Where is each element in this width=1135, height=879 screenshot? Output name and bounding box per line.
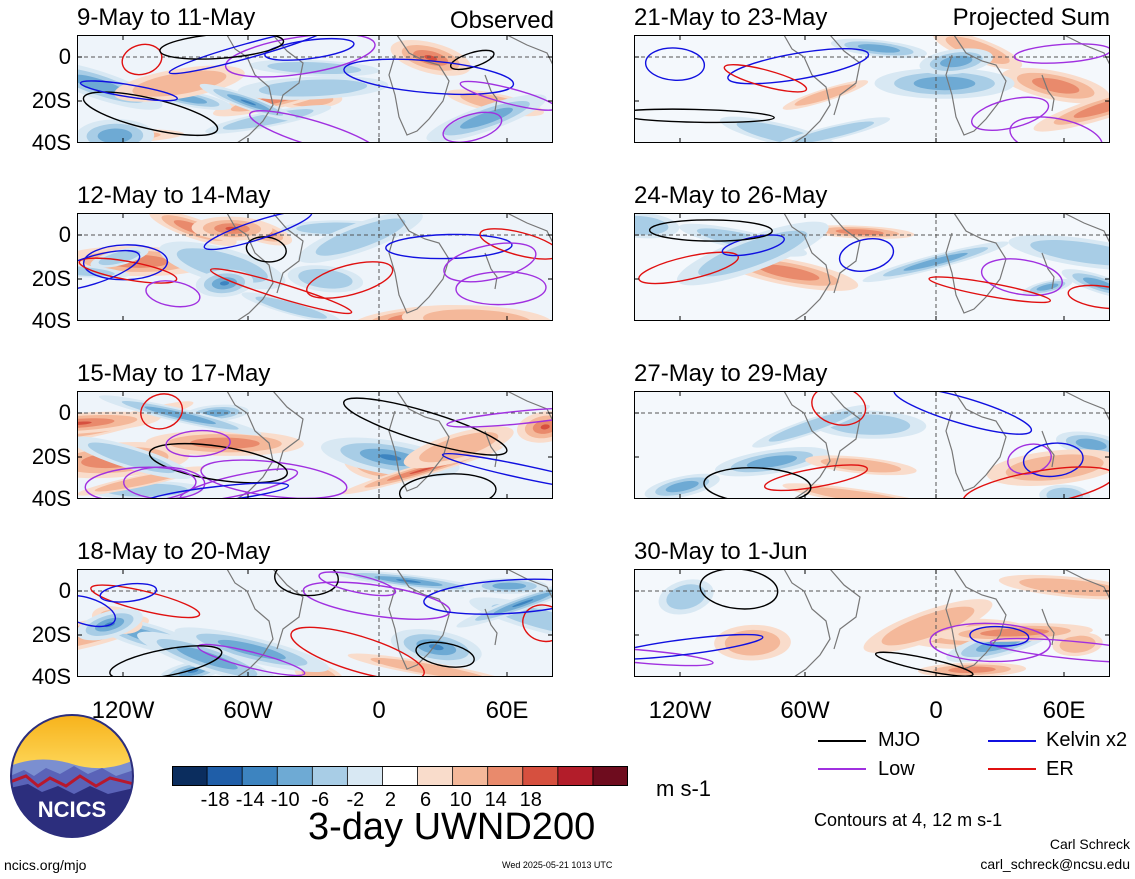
footer-email[interactable]: carl_schreck@ncsu.edu bbox=[980, 856, 1130, 872]
y-tick-label: 40S bbox=[31, 664, 71, 689]
legend-low-line bbox=[818, 768, 866, 770]
colorbar-box bbox=[172, 766, 208, 786]
y-tick-label: 20S bbox=[31, 622, 71, 647]
y-tick-label: 20S bbox=[31, 266, 71, 291]
colorbar-tick-label: -2 bbox=[346, 789, 365, 811]
legend-kelvin-label: Kelvin x2 bbox=[1046, 729, 1128, 751]
panel-title: 27-May to 29-May bbox=[634, 360, 828, 387]
colorbar-box bbox=[346, 766, 384, 786]
colorbar-tick-label: -6 bbox=[311, 789, 330, 811]
y-tick-label: 0 bbox=[58, 222, 71, 247]
x-tick-label: 60E bbox=[1042, 697, 1086, 724]
colorbar-box bbox=[592, 766, 628, 786]
legend-mjo-label: MJO bbox=[878, 729, 921, 751]
colorbar-box bbox=[557, 766, 594, 786]
panel-title: 9-May to 11-May bbox=[77, 4, 256, 31]
ncics-logo: NCICS bbox=[10, 714, 134, 838]
legend-kelvin-line bbox=[988, 740, 1036, 742]
colorbar-box bbox=[452, 766, 489, 786]
x-tick-label: 0 bbox=[929, 697, 943, 724]
colorbar-box bbox=[206, 766, 244, 786]
y-tick-label: 0 bbox=[58, 578, 71, 603]
y-tick-label: 20S bbox=[31, 444, 71, 469]
observed-label: Observed bbox=[449, 7, 554, 34]
map-panel bbox=[634, 213, 1110, 321]
colorbar-box bbox=[276, 766, 314, 786]
y-tick-label: 40S bbox=[31, 486, 71, 511]
map-panel bbox=[77, 213, 553, 321]
map-panel bbox=[634, 391, 1110, 499]
map-panel bbox=[77, 35, 553, 143]
figure-title: 3-day UWND200 bbox=[308, 806, 596, 848]
x-tick-label: 120W bbox=[648, 697, 712, 724]
x-tick-label: 120W bbox=[91, 697, 155, 724]
legend-er-label: ER bbox=[1046, 758, 1074, 780]
colorbar bbox=[172, 766, 628, 786]
y-tick-label: 40S bbox=[31, 308, 71, 333]
x-tick-label: 0 bbox=[372, 697, 386, 724]
panel-title: 24-May to 26-May bbox=[634, 182, 828, 209]
y-tick-label: 0 bbox=[58, 400, 71, 425]
colorbar-box bbox=[417, 766, 454, 786]
y-tick-label: 0 bbox=[58, 44, 71, 69]
colorbar-tick-label: 10 bbox=[449, 789, 472, 811]
colorbar-tick-label: -10 bbox=[270, 789, 300, 811]
colorbar-tick-label: -14 bbox=[235, 789, 265, 811]
colorbar-box bbox=[241, 766, 279, 786]
x-tick-label: 60E bbox=[485, 697, 529, 724]
map-panel bbox=[634, 569, 1110, 677]
colorbar-tick-label: 6 bbox=[419, 789, 432, 811]
legend-low-label: Low bbox=[878, 758, 915, 780]
map-panel bbox=[77, 391, 553, 499]
x-tick-label: 60W bbox=[780, 697, 830, 724]
legend-mjo-line bbox=[818, 740, 866, 742]
colorbar-tick-label: 2 bbox=[384, 789, 397, 811]
footer-timestamp: Wed 2025-05-21 1013 UTC bbox=[502, 860, 613, 870]
y-tick-label: 40S bbox=[31, 130, 71, 155]
colorbar-tick-label: 14 bbox=[484, 789, 507, 811]
panel-title: 18-May to 20-May bbox=[77, 538, 271, 565]
panel-title: 21-May to 23-May bbox=[634, 4, 828, 31]
colorbar-box bbox=[522, 766, 559, 786]
panel-title: 12-May to 14-May bbox=[77, 182, 271, 209]
colorbar-tick-label: -18 bbox=[200, 789, 230, 811]
panel-title: 30-May to 1-Jun bbox=[634, 538, 808, 565]
panel-title: 15-May to 17-May bbox=[77, 360, 271, 387]
projected-sum-label: Projected Sum bbox=[952, 4, 1110, 31]
footer-url[interactable]: ncics.org/mjo bbox=[4, 857, 87, 873]
colorbar-units: m s-1 bbox=[656, 776, 711, 801]
colorbar-tick-label: 18 bbox=[519, 789, 542, 811]
map-panel bbox=[634, 35, 1110, 143]
map-panel bbox=[77, 569, 553, 677]
colorbar-box bbox=[487, 766, 524, 786]
legend-er-line bbox=[988, 768, 1036, 770]
contour-note: Contours at 4, 12 m s-1 bbox=[814, 810, 1003, 830]
x-tick-label: 60W bbox=[223, 697, 273, 724]
colorbar-box bbox=[382, 766, 419, 786]
y-tick-label: 20S bbox=[31, 88, 71, 113]
footer-author: Carl Schreck bbox=[1049, 836, 1130, 852]
ncics-logo-text: NCICS bbox=[38, 797, 106, 822]
colorbar-box bbox=[311, 766, 349, 786]
